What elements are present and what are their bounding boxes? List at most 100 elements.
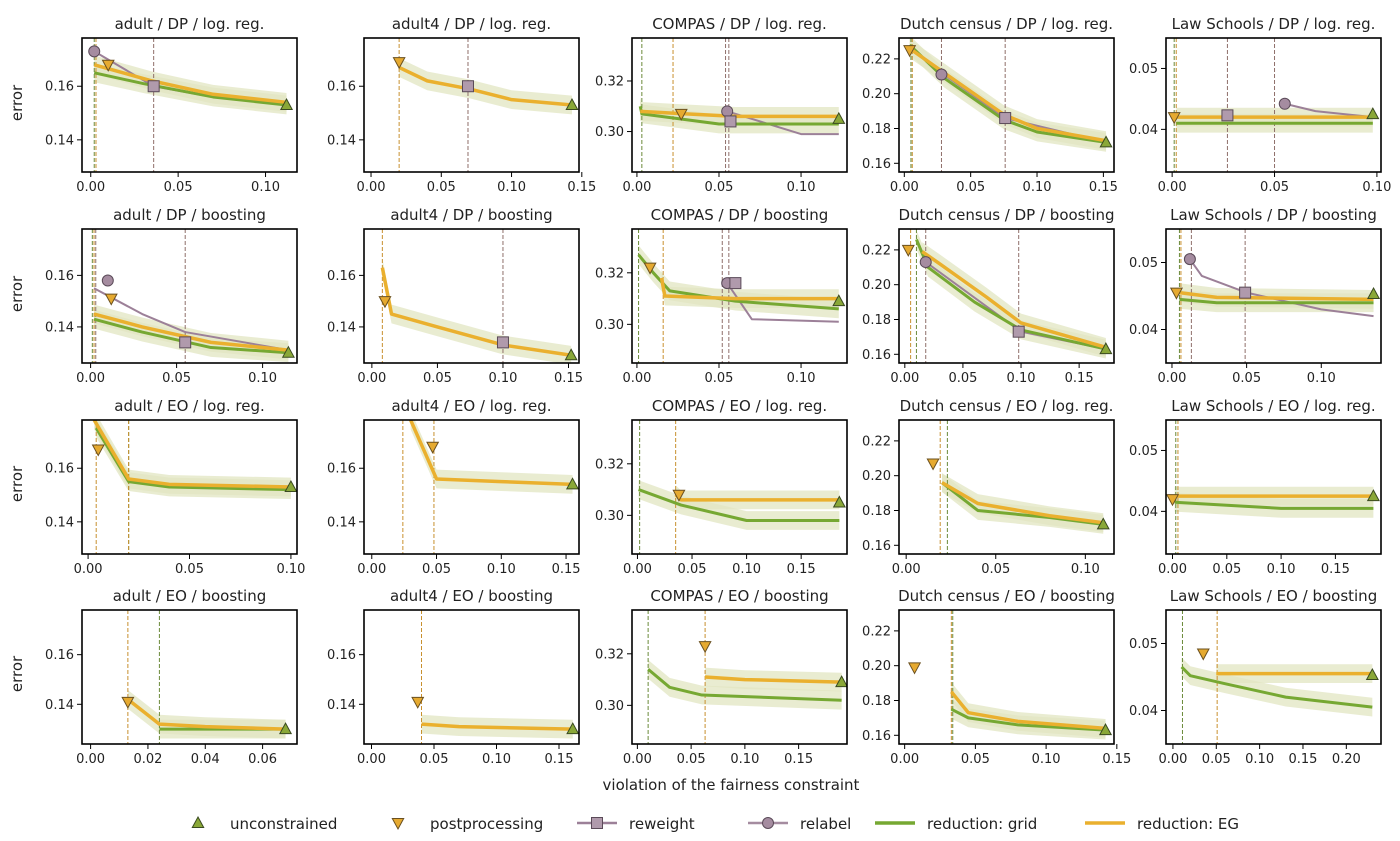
x-tick-label: 0.15 bbox=[1089, 180, 1118, 195]
eg-line bbox=[421, 722, 573, 731]
y-tick-label: 0.14 bbox=[45, 515, 74, 530]
panel: COMPAS / DP / boosting 0.00 0.05 0.10 0.30 0.… bbox=[595, 206, 848, 386]
grid-band bbox=[1179, 289, 1374, 313]
eg-line bbox=[92, 420, 291, 489]
eg-line bbox=[949, 690, 1106, 731]
axes-frame bbox=[898, 37, 1115, 173]
y-tick-label: 0.14 bbox=[327, 515, 356, 530]
axes-frame bbox=[898, 419, 1115, 555]
unconstrained-marker bbox=[832, 294, 846, 307]
panel-title: COMPAS / EO / log. reg. bbox=[652, 397, 827, 415]
grid-line bbox=[94, 427, 291, 492]
axes-frame bbox=[1165, 609, 1382, 745]
panel: Dutch census / DP / log. reg. 0.00 0.05 0.1… bbox=[862, 15, 1118, 195]
x-tick-label: 0.15 bbox=[567, 180, 596, 195]
postprocessing-marker bbox=[1196, 648, 1210, 661]
panel-title: Law Schools / DP / log. reg. bbox=[1172, 15, 1376, 33]
y-tick-label: 0.04 bbox=[1129, 123, 1158, 138]
axes-frame bbox=[81, 609, 298, 745]
plot-area bbox=[1167, 38, 1380, 172]
axes-frame bbox=[363, 228, 580, 364]
y-tick-label: 0.22 bbox=[862, 434, 891, 449]
x-tick-label: 0.10 bbox=[1007, 371, 1036, 386]
x-tick-label: 0.05 bbox=[956, 180, 985, 195]
grid-band bbox=[94, 309, 289, 363]
panel: adult4 / EO / log. reg. 0.00 0.05 0.10 0.15 0… bbox=[327, 397, 580, 577]
panel: adult / DP / log. reg. 0.00 0.05 0.10 0.14 0.… bbox=[45, 15, 298, 195]
y-tick-label: 0.18 bbox=[862, 694, 891, 709]
y-tick-label: 0.16 bbox=[45, 80, 74, 95]
grid-line bbox=[1174, 500, 1374, 510]
x-tick-label: 0.10 bbox=[488, 371, 517, 386]
y-tick-label: 0.18 bbox=[862, 122, 891, 137]
legend-marker bbox=[391, 818, 405, 831]
x-tick-label: 0.05 bbox=[1260, 180, 1289, 195]
y-tick-label: 0.20 bbox=[862, 87, 891, 102]
x-tick-label: 0.10 bbox=[487, 562, 516, 577]
y-tick-label: 0.05 bbox=[1129, 444, 1158, 459]
x-tick-label: 0.00 bbox=[76, 180, 105, 195]
y-tick-label: 0.16 bbox=[327, 80, 356, 95]
x-tick-label: 0.10 bbox=[276, 562, 305, 577]
axes-frame bbox=[898, 609, 1115, 745]
plot-area bbox=[638, 38, 846, 172]
y-axis-label: error bbox=[8, 275, 26, 312]
unconstrained-marker bbox=[279, 97, 294, 110]
x-tick-label: 0.15 bbox=[1065, 371, 1094, 386]
panel-title: adult4 / EO / boosting bbox=[390, 587, 553, 605]
y-tick-label: 0.14 bbox=[327, 133, 356, 148]
postprocessing-marker bbox=[903, 45, 917, 58]
x-tick-label: 0.10 bbox=[787, 371, 816, 386]
legend-label: unconstrained bbox=[230, 815, 337, 833]
x-tick-label: 0.00 bbox=[357, 180, 386, 195]
unconstrained-marker bbox=[1366, 286, 1381, 299]
axes-frame bbox=[81, 37, 298, 173]
y-tick-label: 0.16 bbox=[45, 648, 74, 663]
x-tick-label: 0.02 bbox=[133, 752, 162, 767]
panel: Law Schools / DP / log. reg. 0.00 0.05 0.10… bbox=[1129, 15, 1391, 195]
x-tick-label: 0.00 bbox=[890, 371, 919, 386]
x-tick-label: 0.00 bbox=[357, 562, 386, 577]
x-tick-label: 0.10 bbox=[1362, 180, 1391, 195]
grid-line bbox=[1179, 297, 1374, 305]
x-tick-label: 0.00 bbox=[357, 371, 386, 386]
x-tick-label: 0.00 bbox=[890, 752, 919, 767]
x-tick-label: 0.10 bbox=[482, 752, 511, 767]
axes-frame bbox=[631, 609, 848, 745]
y-tick-label: 0.22 bbox=[862, 52, 891, 67]
y-tick-label: 0.30 bbox=[595, 318, 624, 333]
eg-band bbox=[675, 485, 840, 510]
plot-area bbox=[903, 38, 1113, 172]
panel: COMPAS / EO / boosting 0.00 0.05 0.10 0.15 0.… bbox=[595, 587, 848, 767]
x-tick-label: 0.15 bbox=[552, 562, 581, 577]
axes-frame bbox=[898, 228, 1115, 364]
plot-area bbox=[1169, 229, 1381, 363]
panel: Dutch census / EO / log. reg. 0.00 0.05 0.1… bbox=[862, 397, 1115, 577]
plot-area bbox=[88, 38, 294, 172]
unconstrained-marker bbox=[281, 345, 295, 358]
axes-frame bbox=[81, 228, 298, 364]
legend-label: postprocessing bbox=[430, 815, 543, 833]
panel-title: COMPAS / DP / log. reg. bbox=[652, 15, 827, 33]
relabel-marker bbox=[721, 105, 734, 118]
relabel-marker bbox=[1278, 97, 1291, 110]
relabel-marker bbox=[101, 274, 114, 287]
x-tick-label: 0.05 bbox=[705, 371, 734, 386]
x-tick-label: 0.10 bbox=[1071, 562, 1100, 577]
y-tick-label: 0.32 bbox=[595, 266, 624, 281]
plot-area bbox=[637, 229, 846, 363]
x-tick-label: 0.10 bbox=[497, 180, 526, 195]
eg-line bbox=[93, 312, 289, 352]
panel-title: adult / DP / log. reg. bbox=[115, 15, 265, 33]
x-tick-label: 0.10 bbox=[730, 752, 759, 767]
eg-line bbox=[126, 697, 286, 731]
legend-label: relabel bbox=[800, 815, 851, 833]
grid-band bbox=[1174, 492, 1374, 518]
y-axis-label: error bbox=[8, 655, 26, 692]
x-tick-label: 0.10 bbox=[251, 180, 280, 195]
y-tick-label: 0.16 bbox=[45, 462, 74, 477]
x-tick-label: 0.05 bbox=[420, 752, 449, 767]
y-tick-label: 0.16 bbox=[862, 348, 891, 363]
postprocessing-marker bbox=[1167, 112, 1181, 125]
